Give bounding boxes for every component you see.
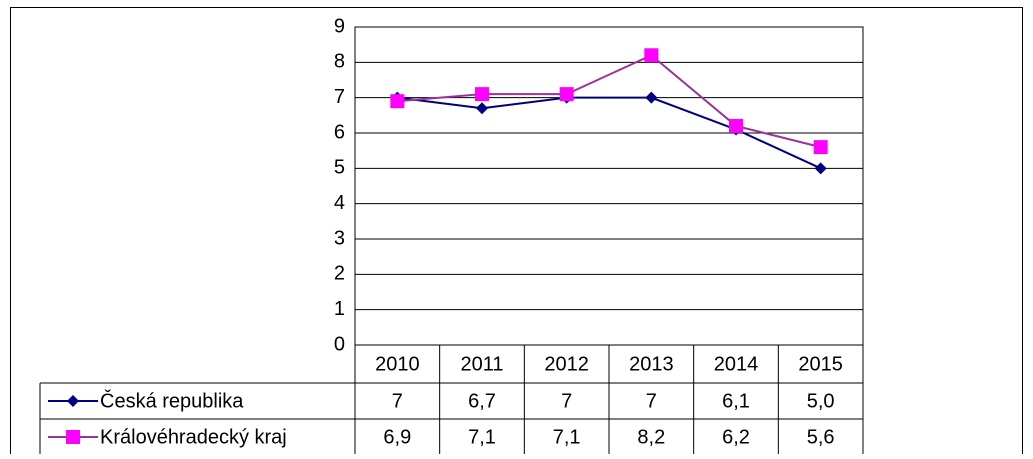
legend-label: Královéhradecký kraj bbox=[100, 426, 287, 448]
table-value: 7 bbox=[561, 390, 572, 412]
table-value: 7,1 bbox=[468, 426, 496, 448]
table-value: 6,1 bbox=[722, 390, 750, 412]
y-tick-label: 5 bbox=[334, 157, 345, 179]
table-value: 7 bbox=[392, 390, 403, 412]
table-value: 6,2 bbox=[722, 426, 750, 448]
data-point bbox=[813, 140, 828, 155]
y-tick-label: 8 bbox=[334, 51, 345, 73]
y-tick-label: 2 bbox=[334, 263, 345, 285]
table-value: 5,0 bbox=[807, 390, 835, 412]
data-point bbox=[476, 102, 488, 115]
data-point bbox=[475, 87, 489, 102]
data-point bbox=[644, 48, 659, 63]
data-point bbox=[559, 87, 574, 102]
data-point bbox=[729, 118, 743, 133]
x-tick-label: 2015 bbox=[798, 353, 843, 375]
table-value: 7,1 bbox=[553, 426, 581, 448]
y-tick-label: 4 bbox=[334, 192, 345, 214]
table-value: 7 bbox=[646, 390, 657, 412]
table-value: 6,9 bbox=[383, 426, 411, 448]
y-tick-label: 0 bbox=[334, 333, 345, 355]
y-tick-label: 1 bbox=[334, 298, 345, 320]
y-tick-label: 6 bbox=[334, 121, 345, 143]
table-value: 6,7 bbox=[468, 390, 496, 412]
x-tick-label: 2011 bbox=[460, 353, 503, 375]
x-tick-label: 2014 bbox=[714, 353, 759, 375]
plot-area bbox=[354, 26, 864, 346]
data-point bbox=[814, 162, 827, 175]
data-point bbox=[390, 94, 405, 109]
x-tick-label: 2013 bbox=[629, 353, 674, 375]
y-tick-label: 9 bbox=[334, 15, 345, 37]
legend-key-marker bbox=[66, 430, 80, 444]
legend-label: Česká republika bbox=[100, 389, 244, 412]
table-value: 8,2 bbox=[637, 426, 665, 448]
data-point bbox=[645, 91, 658, 104]
y-tick-label: 3 bbox=[334, 227, 345, 249]
x-tick-label: 2012 bbox=[544, 353, 589, 375]
series-line bbox=[397, 96, 822, 170]
legend-key-marker bbox=[67, 395, 79, 407]
table-value: 5,6 bbox=[807, 426, 835, 448]
x-tick-label: 2010 bbox=[375, 353, 420, 375]
series-line bbox=[397, 54, 821, 149]
y-tick-label: 7 bbox=[334, 86, 345, 108]
